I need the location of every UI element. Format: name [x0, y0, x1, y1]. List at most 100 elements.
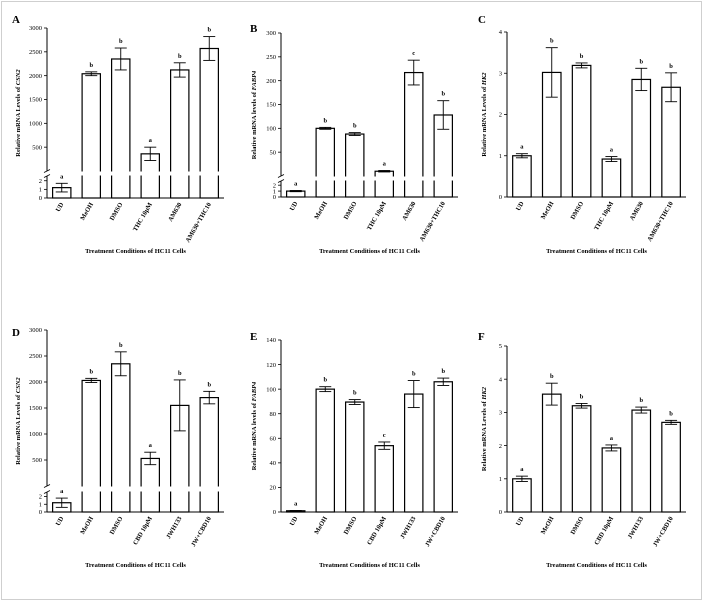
significance-letter: b	[119, 38, 123, 45]
category-label: AM630	[629, 201, 645, 222]
category-label: DMSO	[109, 202, 125, 222]
significance-letter: b	[119, 342, 123, 349]
y-tick-label: 2	[273, 182, 276, 189]
bar	[631, 409, 652, 513]
bar-break-gap	[169, 171, 190, 176]
significance-letter: b	[441, 91, 445, 98]
y-tick-label: 300	[266, 30, 276, 37]
y-tick-label: 140	[266, 337, 276, 344]
y-tick-label: 2	[499, 112, 502, 119]
significance-letter: b	[669, 410, 673, 417]
axis-break-mark	[43, 484, 51, 488]
panel-label: C	[478, 14, 486, 26]
y-tick-label: 150	[266, 102, 276, 109]
y-axis-label-prefix: Relative mRNA Levels of	[481, 400, 488, 471]
y-axis-label: Relative mRNA Levels of CSN2	[15, 69, 22, 157]
category-label: DMSO	[570, 201, 586, 221]
x-axis-label: Treatment Conditions of HC11 Cells	[546, 562, 647, 569]
category-label: THC 10μM	[132, 202, 154, 233]
bar-break-gap	[140, 486, 161, 492]
bar-break-gap	[110, 171, 131, 176]
y-axis-label-prefix: Relative mRNA levels of	[251, 401, 258, 470]
significance-letter: b	[441, 368, 445, 375]
bar-break-gap	[140, 171, 161, 176]
category-label: CBD 10μM	[132, 516, 154, 547]
y-axis-label-gene: FABP4	[251, 70, 258, 90]
y-tick-label: 2	[39, 178, 42, 185]
y-axis-label-prefix: Relative mRNA Levels of	[481, 85, 488, 156]
y-tick-label: 0	[499, 194, 502, 201]
bar	[571, 64, 592, 198]
axis-break-mark	[277, 174, 285, 178]
significance-letter: c	[383, 432, 386, 439]
category-label: JW+CBD10	[652, 516, 675, 549]
category-label: CBD 10μM	[593, 516, 615, 547]
bar-break-gap	[81, 171, 102, 176]
y-tick-label: 2500	[29, 49, 42, 56]
axis-break-mark	[43, 169, 51, 173]
y-tick-label: 0	[39, 509, 42, 516]
y-tick-label: 4	[499, 29, 503, 36]
category-label: JWH133	[627, 515, 646, 540]
y-axis-label-prefix: Relative mRNA Levels of	[15, 85, 22, 156]
axis-break-mark	[277, 179, 285, 183]
x-axis-label: Treatment Conditions of HC11 Cells	[319, 562, 420, 569]
y-tick-label: 3000	[29, 327, 42, 334]
panel-label: D	[12, 327, 20, 339]
y-tick-label: 1	[499, 476, 502, 483]
y-tick-label: 0	[499, 509, 502, 516]
bar-break-gap	[81, 486, 102, 492]
y-tick-label: 1000	[29, 121, 42, 128]
category-label: THC 10μM	[366, 201, 388, 232]
category-label: AM630	[401, 201, 417, 222]
y-tick-label: 1	[39, 501, 42, 508]
significance-letter: a	[610, 435, 614, 442]
panel-label: F	[478, 331, 485, 343]
y-axis-label-prefix: Relative mRNA levels of	[251, 90, 258, 159]
bar	[631, 78, 652, 198]
y-axis-label-gene: CSN2	[15, 377, 22, 394]
y-tick-label: 0	[39, 195, 42, 202]
significance-letter: a	[149, 137, 153, 144]
significance-letter: a	[294, 181, 298, 188]
y-axis-label: Relative mRNA levels of FABP4	[251, 381, 258, 470]
significance-letter: b	[580, 393, 584, 400]
bar	[661, 86, 681, 198]
significance-letter: b	[639, 58, 643, 65]
y-tick-label: 3	[499, 70, 502, 77]
category-label: MeOH	[313, 201, 329, 221]
bar	[601, 447, 622, 513]
bar-break-gap	[110, 486, 131, 492]
bar-break-gap	[403, 176, 424, 181]
y-tick-label: 2	[499, 443, 502, 450]
axis-break-mark	[43, 174, 51, 178]
bar	[512, 155, 532, 198]
x-axis-label: Treatment Conditions of HC11 Cells	[319, 248, 420, 255]
y-tick-label: 1500	[29, 405, 42, 412]
y-tick-label: 60	[270, 435, 277, 442]
y-axis-label-gene: CSN2	[15, 69, 22, 86]
y-axis-label: Relative mRNA Levels of HK2	[481, 72, 488, 157]
bar	[81, 73, 101, 199]
significance-letter: a	[60, 488, 64, 495]
panel-label: A	[12, 14, 20, 26]
y-tick-label: 50	[270, 149, 277, 156]
significance-letter: b	[323, 117, 327, 124]
y-tick-label: 120	[266, 362, 276, 369]
x-axis-label: Treatment Conditions of HC11 Cells	[546, 248, 647, 255]
bar	[199, 397, 219, 513]
y-axis-label: Relative mRNA Levels of HK2	[481, 386, 488, 471]
significance-letter: a	[60, 173, 64, 180]
significance-letter: b	[207, 381, 211, 388]
significance-letter: b	[550, 373, 554, 380]
bar	[140, 457, 160, 513]
panel-f: F 0 1 2 3 4 5 Relative mRNA Levels of HK2 Treatm…	[478, 331, 686, 569]
bar	[374, 445, 394, 513]
panel-label: E	[250, 331, 257, 343]
significance-letter: b	[353, 390, 357, 397]
category-label: JW+CBD10	[424, 516, 447, 549]
category-label: DMSO	[343, 201, 359, 221]
significance-letter: a	[520, 466, 524, 473]
